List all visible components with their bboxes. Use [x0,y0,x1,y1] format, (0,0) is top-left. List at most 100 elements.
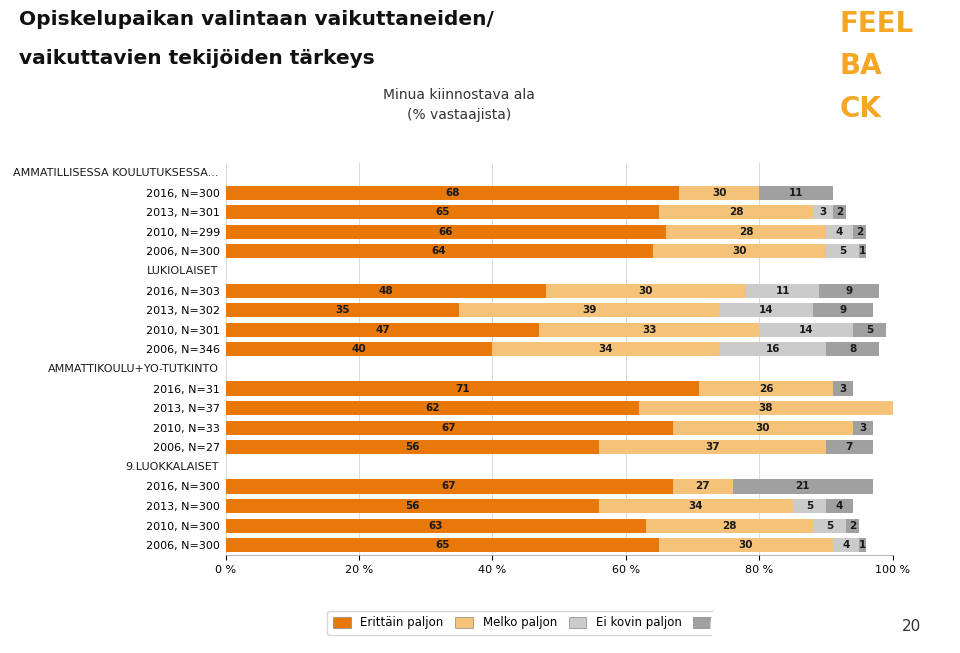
Text: 67: 67 [442,422,456,433]
Bar [852,323,886,337]
Text: 30: 30 [739,540,754,550]
Bar [646,518,813,533]
Text: 5: 5 [805,501,813,511]
Text: 28: 28 [729,207,743,217]
Bar [859,538,866,552]
Text: 30: 30 [712,187,727,198]
Bar [719,303,813,317]
Text: 4: 4 [836,227,843,237]
Bar [226,342,492,357]
Text: AMMATILLISESSA KOULUTUKSESSA...: AMMATILLISESSA KOULUTUKSESSA... [13,168,219,178]
Bar [226,499,599,513]
Text: 4: 4 [836,501,843,511]
Bar [226,244,653,259]
Text: 71: 71 [455,383,469,394]
Text: 8: 8 [850,344,856,355]
Legend: Erittäin paljon, Melko paljon, Ei kovin paljon, Ei lainkaan: Erittäin paljon, Melko paljon, Ei kovin … [327,611,791,635]
Bar [226,440,599,454]
Text: 30: 30 [638,285,653,296]
Text: 34: 34 [688,501,704,511]
Text: 14: 14 [799,325,813,335]
Bar [653,244,826,259]
Bar [660,538,832,552]
Bar [226,323,540,337]
Bar [732,479,873,494]
Text: 64: 64 [432,246,446,257]
Bar [759,323,852,337]
Ellipse shape [710,569,902,653]
Text: 21: 21 [796,481,810,492]
Text: LUKIOLAISET: LUKIOLAISET [147,266,219,276]
Text: 27: 27 [695,481,710,492]
Bar [826,342,879,357]
Text: 37: 37 [706,442,720,453]
Text: 20: 20 [902,620,922,634]
Bar [826,225,852,239]
Text: 65: 65 [435,540,449,550]
Text: (% vastaajista): (% vastaajista) [407,108,512,121]
Bar [746,283,820,298]
Text: 26: 26 [758,383,774,394]
Text: 30: 30 [732,246,747,257]
Text: 3: 3 [839,383,847,394]
Text: 28: 28 [722,520,736,531]
Text: 5: 5 [826,520,833,531]
Text: CK: CK [840,95,882,123]
Text: 63: 63 [428,520,443,531]
Bar [813,518,846,533]
Bar [226,303,459,317]
Text: FEEL: FEEL [840,10,914,38]
Bar [820,283,879,298]
Bar [832,381,852,396]
Text: 28: 28 [739,227,754,237]
Text: 11: 11 [776,285,790,296]
Text: 9: 9 [839,305,847,315]
Bar [680,185,759,200]
Text: 66: 66 [439,227,453,237]
Text: 67: 67 [442,481,456,492]
Text: 5: 5 [866,325,873,335]
Bar [666,225,826,239]
Bar [226,401,639,415]
Bar [832,538,859,552]
Text: 2: 2 [836,207,843,217]
Bar [226,225,666,239]
Bar [852,421,873,435]
Text: 40: 40 [351,344,367,355]
Bar [226,185,680,200]
Text: 68: 68 [445,187,460,198]
Text: Opiskelupaikan valintaan vaikuttaneiden/: Opiskelupaikan valintaan vaikuttaneiden/ [19,10,494,29]
Text: 16: 16 [765,344,780,355]
Bar [852,225,866,239]
Text: BA: BA [840,52,882,80]
Bar [599,499,793,513]
Text: 48: 48 [378,285,393,296]
Bar [826,499,852,513]
Text: AMMATTIKOULU+YO-TUTKINTO: AMMATTIKOULU+YO-TUTKINTO [48,364,219,374]
Text: 2: 2 [850,520,856,531]
Bar [459,303,719,317]
Bar [813,205,832,219]
Text: 1: 1 [859,246,867,257]
Bar [226,518,646,533]
Text: 2: 2 [855,227,863,237]
Bar [492,342,719,357]
Bar [546,283,746,298]
Bar [226,421,673,435]
Text: 65: 65 [435,207,449,217]
Text: 7: 7 [846,442,853,453]
Text: Undervisnings- och kulturministeriet: Undervisnings- och kulturministeriet [12,633,255,646]
Bar [226,283,546,298]
Text: vaikuttavien tekijöiden tärkeys: vaikuttavien tekijöiden tärkeys [19,49,375,68]
Text: 3: 3 [859,422,867,433]
Bar [813,303,873,317]
Text: 34: 34 [599,344,613,355]
Text: 4: 4 [843,540,850,550]
Bar [846,518,859,533]
Text: 30: 30 [756,422,770,433]
Text: 38: 38 [758,403,774,413]
Text: 9: 9 [846,285,853,296]
Text: Minua kiinnostava ala: Minua kiinnostava ala [383,88,535,102]
Text: 35: 35 [335,305,349,315]
Bar [226,381,699,396]
